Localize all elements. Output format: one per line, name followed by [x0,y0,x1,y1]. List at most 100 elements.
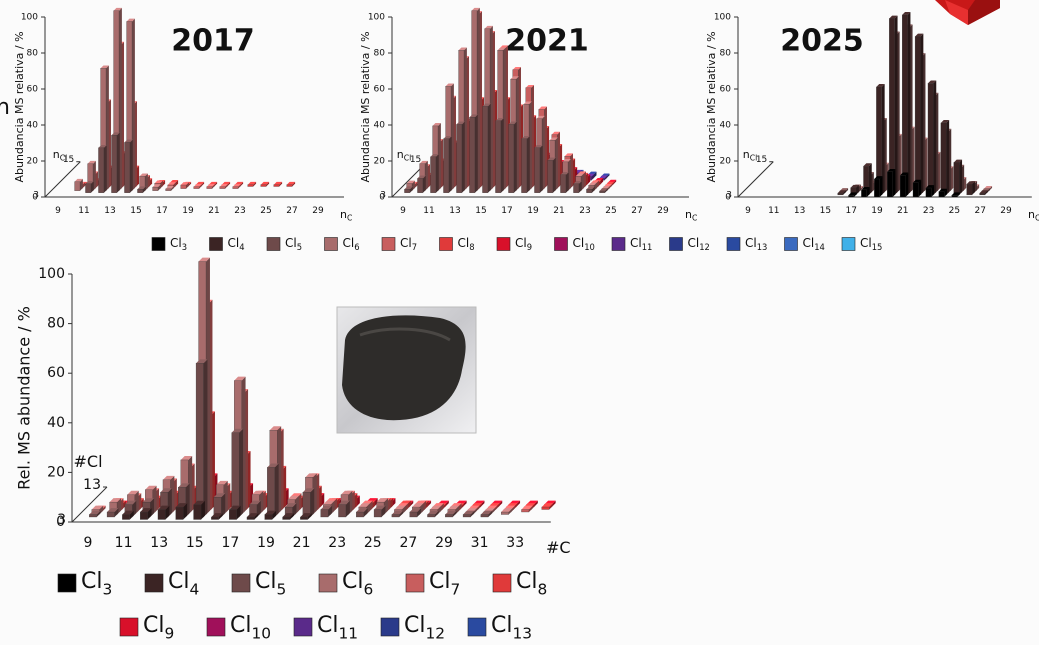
fragment-text: n [0,95,10,120]
chart-title: 2025 [780,24,864,59]
bar-top [231,428,244,433]
bar [573,183,580,193]
bar-side [972,181,975,195]
bar-top [107,508,119,513]
x-axis-label-sub: C [347,213,352,222]
bar-side [604,175,608,181]
legend-swatch [209,237,223,251]
bar-side [90,180,94,193]
x-tick-label: 19 [257,535,275,551]
z-axis-label-sub: Cl [60,153,68,162]
legend-swatch [726,237,741,251]
bar [887,171,893,198]
x-tick-label: 21 [553,206,564,216]
bar-top [300,513,312,518]
x-axis-label-base: n [1028,208,1035,221]
y-tick-label: 0 [379,193,385,203]
legend-swatch [611,237,626,251]
bar [98,147,105,193]
bar-side [435,153,439,193]
bar-top [508,121,517,125]
x-axis-label-base: n [340,208,347,221]
x-tick-label: 25 [949,206,960,216]
sample-photo [336,306,477,434]
chart: 0 20 40 60 80 100 Abundancia MS relativa / % 20… [13,7,344,216]
z-tick-label: 3 [57,512,66,528]
bar [219,186,226,189]
bar-side [147,508,152,520]
legend-label: Cl7 [400,236,417,252]
bar-side [279,181,283,187]
bar [409,511,418,518]
y-tick-label: 40 [47,415,65,431]
bar-side [417,508,422,517]
bar-top [484,25,493,29]
legend-label: Cl6 [343,236,360,252]
bar-side [944,188,948,197]
bar [231,432,240,518]
z-axis-label-base: n [397,148,404,161]
y-tick-label: 40 [374,121,386,131]
bar [508,124,515,193]
bar-top [419,160,428,164]
bar-side [199,183,202,189]
bar-side [225,183,228,189]
bar [165,188,172,191]
bar-side [253,181,257,187]
bar-top [157,505,170,510]
bar-side [985,190,988,195]
bar-side [114,508,119,517]
bar-side [409,186,413,193]
bar-side [591,186,595,193]
bar [456,124,463,193]
legend-swatch [231,573,251,593]
bar-side [604,188,608,193]
bar-side [218,513,223,520]
bar-top [100,65,109,69]
y-tick-label: 100 [38,266,65,282]
bar-top [588,182,597,186]
bar-top [229,505,241,510]
legend-swatch [669,237,683,251]
bar-top [966,181,975,185]
bar [373,509,382,518]
bar-side [165,505,170,520]
z-axis-label: nCl [53,148,68,162]
bar-top [87,160,96,164]
bar [925,187,932,198]
x-tick-label: 21 [897,206,908,216]
bar-top [260,181,270,185]
x-axis-label: nC [685,208,697,222]
z-tick-label: 3 [726,191,732,201]
bar-top [463,510,475,515]
bar-top [915,33,924,37]
x-axis-label-base: #C [546,538,571,557]
x-tick-label: 11 [115,535,133,551]
legend-label: Cl10 [573,236,595,252]
bar [482,106,489,193]
legend-swatch [151,237,166,251]
z-tick-label: 13 [83,477,101,493]
bar-side [238,183,241,189]
bar [837,192,844,196]
bar-side [488,510,493,517]
bar [586,189,593,193]
x-tick-label: 15 [475,206,486,216]
y-tick-label: 0 [56,514,65,530]
y-tick-label: 80 [374,49,386,59]
bar-top [912,179,922,183]
bar-top [938,188,948,192]
x-tick-label: 23 [328,535,346,551]
z-axis-label-base: n [53,148,60,161]
bar [938,191,945,198]
bar [521,138,528,193]
bar-side [918,179,922,197]
bar-side [500,117,504,193]
legend-swatch [381,237,396,251]
bar-top [287,495,299,500]
bar-top [391,510,404,515]
bar [599,190,606,193]
x-axis-label: #C [546,538,571,557]
bar-side [239,428,244,517]
bar-top [305,473,317,478]
